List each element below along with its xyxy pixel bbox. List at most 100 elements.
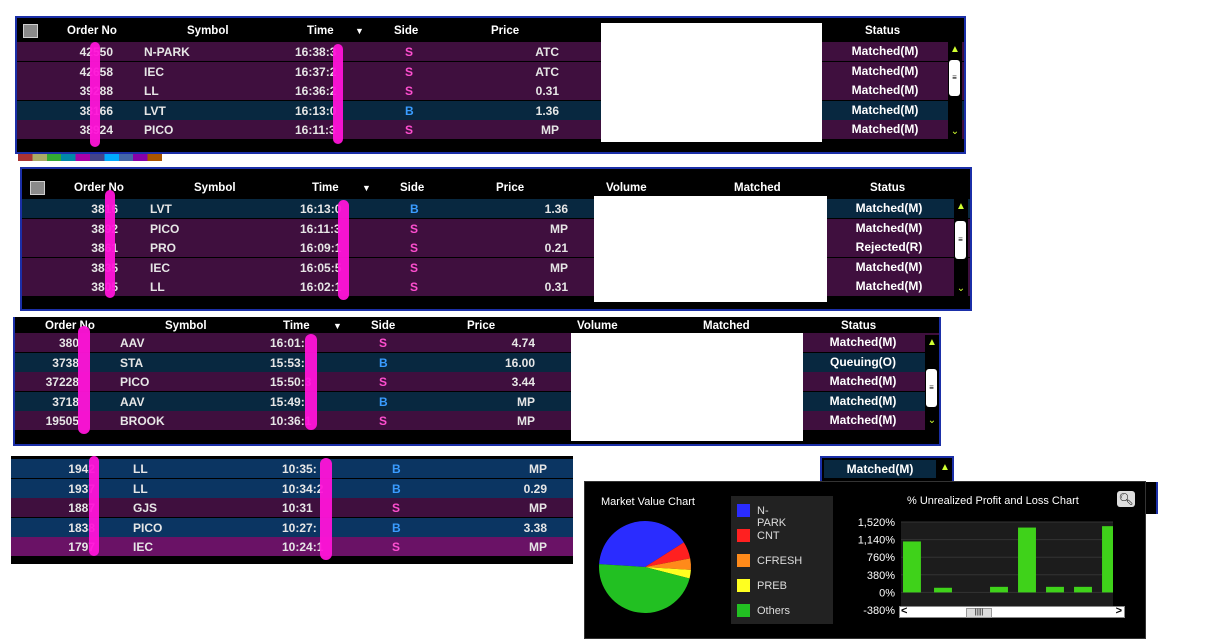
price-cell: 1.36	[535, 103, 559, 118]
table-row[interactable]: 1887 GJS 10:31 S MP	[11, 498, 573, 517]
symbol-cell: PICO	[144, 123, 174, 137]
col-status[interactable]: Status	[865, 25, 901, 37]
col-time[interactable]: Time	[283, 320, 310, 332]
col-price[interactable]: Price	[491, 25, 520, 37]
sort-desc-icon[interactable]: ▼	[355, 26, 364, 36]
col-volume[interactable]: Volume	[606, 182, 647, 194]
legend-swatch	[737, 529, 750, 542]
status-cell: Matched(M)	[803, 411, 923, 429]
scroll-down-icon[interactable]: ⌄	[927, 415, 937, 426]
status-cell: Matched(M)	[825, 42, 945, 60]
scroll-left-icon[interactable]: <	[901, 605, 908, 617]
price-cell: MP	[517, 414, 535, 428]
order-no-cell: 1942	[68, 462, 95, 476]
symbol-cell: LL	[150, 280, 165, 294]
col-order-no[interactable]: Order No	[74, 182, 124, 194]
col-price[interactable]: Price	[496, 182, 525, 194]
table-row[interactable]: 1838 PICO 10:27: B 3.38	[11, 517, 573, 537]
y-tick-label: 760%	[867, 552, 895, 564]
time-cell: 16:38:3	[295, 45, 337, 59]
col-volume[interactable]: Volume	[577, 320, 618, 332]
legend-label: Others	[757, 605, 791, 617]
price-cell: 4.74	[511, 336, 535, 350]
table-row[interactable]: 1942 LL 10:35: B MP	[11, 459, 573, 478]
side-cell: S	[379, 375, 388, 389]
col-status[interactable]: Status	[870, 182, 906, 194]
price-cell: 3.38	[523, 520, 547, 535]
y-tick-label: -380%	[863, 605, 895, 617]
col-symbol[interactable]: Symbol	[194, 182, 236, 194]
sort-desc-icon[interactable]: ▼	[333, 321, 342, 331]
order-no-cell: 37228	[45, 375, 79, 389]
col-price[interactable]: Price	[467, 320, 496, 332]
scrollbar[interactable]: ▲ ≡ ⌄	[925, 335, 939, 431]
col-time[interactable]: Time	[307, 25, 334, 37]
redaction-scribble	[89, 456, 99, 556]
time-cell: 16:05:5	[300, 260, 342, 275]
col-status[interactable]: Status	[841, 320, 877, 332]
price-cell: 16.00	[504, 355, 535, 370]
chart-scrollbar[interactable]: < ||||| >	[899, 605, 1125, 618]
col-time[interactable]: Time	[312, 182, 339, 194]
scroll-thumb[interactable]: |||||	[966, 608, 992, 618]
table-row[interactable]: 1797 IEC 10:24:1 S MP	[11, 537, 573, 556]
scrollbar[interactable]: ▲ ≡ ⌄	[948, 42, 962, 142]
side-cell: S	[379, 336, 388, 350]
order-panel-4: 1942 LL 10:35: B MP 1937 LL 10:34:2 B 0.29 1887 GJS…	[11, 456, 573, 564]
scroll-up-icon[interactable]: ▲	[956, 201, 966, 212]
scroll-thumb[interactable]: ≡	[955, 221, 966, 259]
order-no-cell: 1838	[68, 520, 95, 535]
side-cell: S	[405, 123, 414, 137]
col-symbol[interactable]: Symbol	[165, 320, 207, 332]
scroll-right-icon[interactable]: >	[1115, 605, 1122, 617]
scroll-down-icon[interactable]: ⌄	[950, 126, 960, 137]
price-cell: ATC	[535, 64, 559, 79]
status-cell: Matched(M)	[825, 100, 945, 119]
col-symbol[interactable]: Symbol	[187, 25, 229, 37]
time-cell: 16:13:0	[300, 202, 342, 216]
price-cell: 0.31	[535, 84, 559, 98]
select-all-checkbox[interactable]	[30, 181, 45, 195]
col-order-no[interactable]: Order No	[67, 25, 117, 37]
pl-chart-title: % Unrealized Profit and Loss Chart	[907, 495, 1079, 507]
y-tick-label: 0%	[879, 587, 895, 599]
symbol-cell: LVT	[150, 202, 172, 216]
symbol-cell: GJS	[133, 501, 158, 515]
scroll-thumb[interactable]: ≡	[949, 60, 960, 96]
scrollbar[interactable]: ▲ ≡ ⌄	[954, 199, 968, 299]
col-side[interactable]: Side	[371, 320, 396, 332]
price-cell: 0.21	[544, 241, 568, 255]
plot-area	[901, 522, 1113, 610]
col-side[interactable]: Side	[394, 25, 419, 37]
col-matched[interactable]: Matched	[734, 182, 781, 194]
legend-label: PREB	[757, 580, 787, 592]
price-cell: 0.29	[523, 481, 547, 496]
order-panel-1: Order No Symbol Time ▼ Side Price Status…	[15, 16, 966, 154]
price-cell: 0.31	[544, 280, 568, 294]
scroll-up-icon[interactable]: ▲	[927, 337, 937, 348]
symbol-cell: LL	[144, 84, 159, 98]
side-cell: S	[392, 540, 401, 554]
search-icon[interactable]: 🔍︎	[1117, 491, 1135, 507]
symbol-cell: PICO	[150, 221, 180, 236]
select-all-checkbox[interactable]	[23, 24, 38, 38]
scroll-up-icon[interactable]: ▲	[950, 44, 960, 55]
time-cell: 16:36:2	[295, 84, 337, 98]
col-matched[interactable]: Matched	[703, 320, 750, 332]
scroll-up-icon[interactable]: ▲	[940, 462, 950, 473]
col-side[interactable]: Side	[400, 182, 425, 194]
side-cell: S	[410, 260, 419, 275]
sort-desc-icon[interactable]: ▼	[362, 183, 371, 193]
redaction-scribble	[338, 200, 349, 300]
legend-swatch	[737, 579, 750, 592]
status-cell: Matched(M)	[828, 277, 950, 295]
table-row[interactable]: 1937 LL 10:34:2 B 0.29	[11, 478, 573, 498]
scroll-thumb[interactable]: ≡	[926, 369, 937, 407]
scroll-down-icon[interactable]: ⌄	[956, 283, 966, 294]
symbol-cell: LL	[133, 462, 148, 476]
